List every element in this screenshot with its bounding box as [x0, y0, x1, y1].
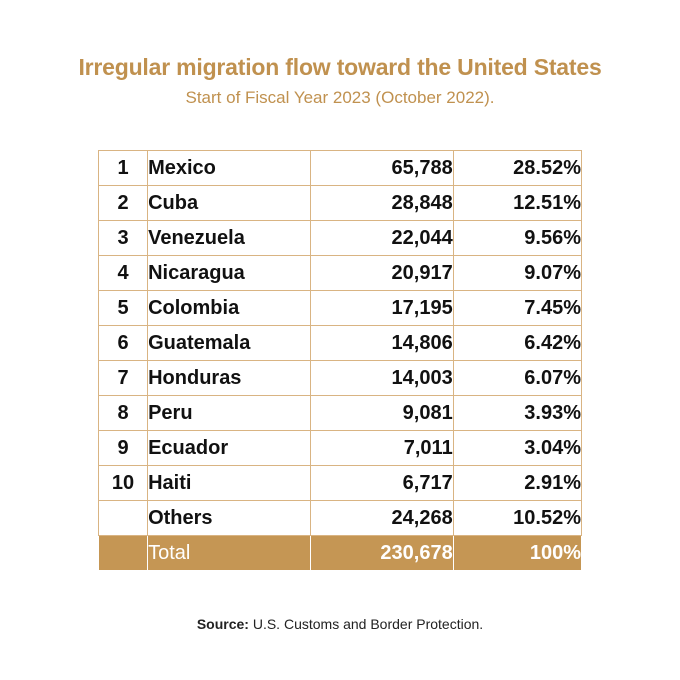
- rank-cell: [97, 500, 149, 536]
- rank-cell: 6: [97, 325, 149, 361]
- table-body: 1 Mexico 65,788 28.52% 2 Cuba 28,848 12.51% 3 Ven…: [97, 150, 583, 536]
- value-cell: 6,717: [310, 465, 454, 501]
- percent-cell: 6.07%: [452, 360, 583, 396]
- migration-table: 1 Mexico 65,788 28.52% 2 Cuba 28,848 12.51% 3 Ven…: [97, 150, 583, 571]
- country-cell: Colombia: [147, 290, 312, 326]
- table-row: 7 Honduras 14,003 6.07%: [97, 360, 583, 396]
- country-cell: Honduras: [147, 360, 312, 396]
- value-cell: 14,003: [310, 360, 454, 396]
- country-cell: Cuba: [147, 185, 312, 221]
- country-cell: Others: [147, 500, 312, 536]
- table-row: 6 Guatemala 14,806 6.42%: [97, 325, 583, 361]
- rank-cell: 9: [97, 430, 149, 466]
- value-cell: 9,081: [310, 395, 454, 431]
- chart-title: Irregular migration flow toward the Unit…: [78, 54, 602, 80]
- value-cell: 17,195: [310, 290, 454, 326]
- percent-cell: 3.93%: [452, 395, 583, 431]
- table-row: 9 Ecuador 7,011 3.04%: [97, 430, 583, 466]
- total-value: 230,678: [310, 535, 454, 571]
- total-label: Total: [147, 535, 312, 571]
- country-cell: Venezuela: [147, 220, 312, 256]
- percent-cell: 9.07%: [452, 255, 583, 291]
- table-row: 2 Cuba 28,848 12.51%: [97, 185, 583, 221]
- percent-cell: 10.52%: [452, 500, 583, 536]
- value-cell: 20,917: [310, 255, 454, 291]
- rank-cell: 10: [97, 465, 149, 501]
- country-cell: Peru: [147, 395, 312, 431]
- total-rank-cell: [97, 535, 149, 571]
- country-cell: Guatemala: [147, 325, 312, 361]
- country-cell: Ecuador: [147, 430, 312, 466]
- percent-cell: 6.42%: [452, 325, 583, 361]
- value-cell: 24,268: [310, 500, 454, 536]
- value-cell: 14,806: [310, 325, 454, 361]
- chart-subtitle: Start of Fiscal Year 2023 (October 2022)…: [185, 88, 495, 107]
- table-row: 1 Mexico 65,788 28.52%: [97, 150, 583, 186]
- rank-cell: 8: [97, 395, 149, 431]
- rank-cell: 2: [97, 185, 149, 221]
- source-note: Source: U.S. Customs and Border Protecti…: [0, 616, 680, 632]
- rank-cell: 5: [97, 290, 149, 326]
- total-row: Total 230,678 100%: [97, 535, 583, 571]
- country-cell: Haiti: [147, 465, 312, 501]
- table-row: 5 Colombia 17,195 7.45%: [97, 290, 583, 326]
- rank-cell: 4: [97, 255, 149, 291]
- value-cell: 7,011: [310, 430, 454, 466]
- percent-cell: 2.91%: [452, 465, 583, 501]
- rank-cell: 3: [97, 220, 149, 256]
- source-label: Source:: [196, 616, 249, 632]
- table-row: 4 Nicaragua 20,917 9.07%: [97, 255, 583, 291]
- total-percent: 100%: [452, 535, 583, 571]
- value-cell: 22,044: [310, 220, 454, 256]
- source-text: U.S. Customs and Border Protection.: [252, 616, 484, 632]
- percent-cell: 28.52%: [452, 150, 583, 186]
- percent-cell: 3.04%: [452, 430, 583, 466]
- table-row: Others 24,268 10.52%: [97, 500, 583, 536]
- percent-cell: 9.56%: [452, 220, 583, 256]
- table-row: 3 Venezuela 22,044 9.56%: [97, 220, 583, 256]
- value-cell: 28,848: [310, 185, 454, 221]
- table-row: 8 Peru 9,081 3.93%: [97, 395, 583, 431]
- percent-cell: 7.45%: [452, 290, 583, 326]
- country-cell: Nicaragua: [147, 255, 312, 291]
- rank-cell: 7: [97, 360, 149, 396]
- percent-cell: 12.51%: [452, 185, 583, 221]
- value-cell: 65,788: [310, 150, 454, 186]
- rank-cell: 1: [97, 150, 149, 186]
- table-row: 10 Haiti 6,717 2.91%: [97, 465, 583, 501]
- country-cell: Mexico: [147, 150, 312, 186]
